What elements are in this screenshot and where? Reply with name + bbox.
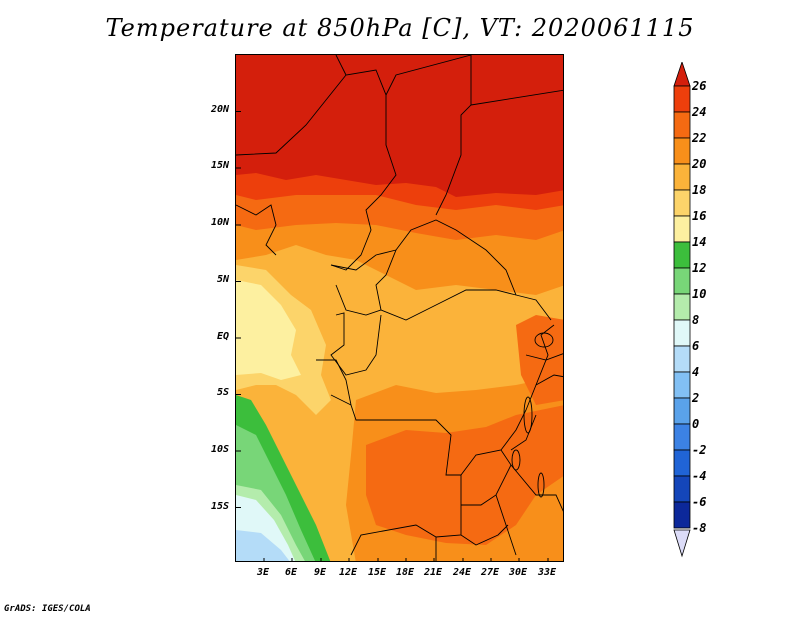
colorbar-segment xyxy=(673,163,691,191)
cbar-label-16: 16 xyxy=(692,209,707,223)
lon-label-3e: 3E xyxy=(256,567,270,578)
temp-field-22-east xyxy=(516,315,563,405)
lon-label-15e: 15E xyxy=(367,567,387,578)
cbar-label-6: 6 xyxy=(692,339,700,353)
country-borders xyxy=(236,55,563,561)
temp-field-22-south xyxy=(366,405,563,545)
lon-label-12e: 12E xyxy=(338,567,358,578)
colorbar-segment xyxy=(673,449,691,477)
colorbar-segment xyxy=(673,371,691,399)
lon-label-33e: 33E xyxy=(537,567,557,578)
lon-label-6e: 6E xyxy=(284,567,298,578)
lat-label-eq: EQ xyxy=(216,331,229,342)
lon-label-9e: 9E xyxy=(313,567,327,578)
cbar-label-22: 22 xyxy=(692,131,707,145)
cbar-label-8: 8 xyxy=(692,313,700,327)
colorbar-segment xyxy=(673,189,691,217)
cbar-label-minus8: -8 xyxy=(692,521,707,535)
plot-title: Temperature at 850hPa [C], VT: 202006111… xyxy=(105,14,695,42)
colorbar-segment xyxy=(673,475,691,503)
colorbar-segment xyxy=(673,137,691,165)
lon-tick-marks xyxy=(263,558,549,561)
lat-label-15s: 15S xyxy=(210,501,229,512)
colorbar xyxy=(673,62,691,558)
cbar-label-24: 24 xyxy=(692,105,707,119)
colorbar-segment xyxy=(673,215,691,243)
lat-label-20n: 20N xyxy=(210,104,229,115)
temp-field-4 xyxy=(236,530,290,561)
colorbar-segment xyxy=(673,85,691,113)
lon-label-30e: 30E xyxy=(508,567,528,578)
lat-label-10s: 10S xyxy=(210,444,229,455)
lon-label-18e: 18E xyxy=(395,567,415,578)
cbar-label-2: 2 xyxy=(692,391,700,405)
lon-label-27e: 27E xyxy=(480,567,500,578)
cbar-label-minus6: -6 xyxy=(692,495,707,509)
cbar-label-12: 12 xyxy=(692,261,707,275)
colorbar-over-arrow xyxy=(673,62,691,87)
colorbar-segment xyxy=(673,267,691,295)
colorbar-segment xyxy=(673,345,691,373)
cbar-label-4: 4 xyxy=(692,365,700,379)
temp-field-26 xyxy=(236,55,563,197)
temperature-map xyxy=(235,54,564,562)
lakes xyxy=(511,332,554,498)
colorbar-segment xyxy=(673,423,691,451)
cbar-label-10: 10 xyxy=(692,287,707,301)
lat-label-15n: 15N xyxy=(210,160,229,171)
lon-label-21e: 21E xyxy=(423,567,443,578)
colorbar-segment xyxy=(673,111,691,139)
cbar-label-14: 14 xyxy=(692,235,707,249)
grads-credit: GrADS: IGES/COLA xyxy=(4,604,91,614)
colorbar-segments xyxy=(673,85,691,529)
cbar-label-minus4: -4 xyxy=(692,469,707,483)
colorbar-segment xyxy=(673,241,691,269)
cbar-label-26: 26 xyxy=(692,79,707,93)
colorbar-under-arrow xyxy=(673,529,691,558)
lat-label-5n: 5N xyxy=(216,274,229,285)
colorbar-segment xyxy=(673,397,691,425)
cbar-label-0: 0 xyxy=(692,417,700,431)
lat-label-10n: 10N xyxy=(210,217,229,228)
cbar-label-20: 20 xyxy=(692,157,707,171)
cbar-label-minus2: -2 xyxy=(692,443,707,457)
colorbar-segment xyxy=(673,319,691,347)
lon-label-24e: 24E xyxy=(452,567,472,578)
lat-tick-marks xyxy=(236,111,241,508)
colorbar-segment xyxy=(673,501,691,529)
temp-field-14 xyxy=(236,280,301,380)
colorbar-segment xyxy=(673,293,691,321)
cbar-label-18: 18 xyxy=(692,183,707,197)
map-canvas xyxy=(236,55,563,561)
lat-label-5s: 5S xyxy=(216,387,229,398)
